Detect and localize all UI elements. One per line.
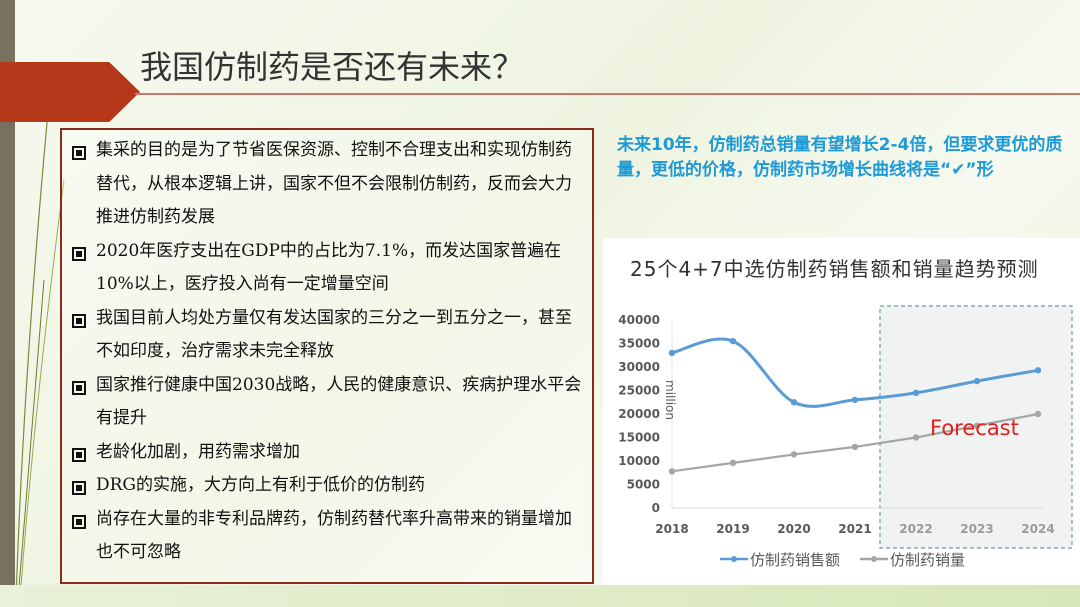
x-tick-label: 2021: [838, 522, 871, 536]
y-tick-label: 15000: [618, 431, 660, 445]
bullet-item: 集采的目的是为了节省医保资源、控制不合理支出和实现仿制药替代，从根本逻辑上讲，国…: [72, 134, 582, 235]
y-tick-label: 20000: [618, 407, 660, 421]
bullet-item: 2020年医疗支出在GDP中的占比为7.1%，而发达国家普遍在10%以上，医疗投…: [72, 235, 582, 302]
legend-marker: [871, 556, 877, 562]
forecast-note: 未来10年，仿制药总销量有望增长2-4倍，但要求更优的质量，更低的价格，仿制药市…: [617, 135, 1063, 180]
data-point: [1034, 367, 1042, 374]
bullet-list: 集采的目的是为了节省医保资源、控制不合理支出和实现仿制药替代，从根本逻辑上讲，国…: [62, 130, 592, 570]
legend-label: 仿制药销售额: [750, 551, 840, 569]
y-tick-label: 40000: [618, 313, 660, 327]
data-point: [1034, 410, 1042, 418]
y-tick-label: 5000: [627, 478, 660, 492]
slide-title: 我国仿制药是否还有未来？: [140, 48, 525, 86]
x-tick-label: 2020: [777, 522, 810, 536]
legend-label: 仿制药销量: [890, 551, 965, 569]
bullet-text: 集采的目的是为了节省医保资源、控制不合理支出和实现仿制药替代，从根本逻辑上讲，国…: [96, 140, 572, 227]
square-bullet-icon: [72, 246, 86, 261]
data-point: [668, 349, 676, 357]
bullet-text: 国家推行健康中国2030战略，人民的健康意识、疾病护理水平会有提升: [96, 374, 582, 429]
data-point: [973, 422, 981, 429]
square-bullet-icon: [72, 514, 86, 529]
square-bullet-icon: [72, 313, 86, 328]
data-point: [851, 443, 859, 451]
bullet-text: 我国目前人均处方量仅有发达国家的三分之一到五分之一，甚至不如印度，治疗需求未完全…: [96, 307, 572, 362]
title-underline: [135, 93, 1080, 95]
bullet-text: 2020年医疗支出在GDP中的占比为7.1%，而发达国家普遍在10%以上，医疗投…: [96, 240, 562, 295]
y-tick-label: 35000: [618, 337, 660, 351]
bullet-item: 我国目前人均处方量仅有发达国家的三分之一到五分之一，甚至不如印度，治疗需求未完全…: [72, 302, 582, 369]
data-point: [729, 459, 737, 467]
bullet-item: DRG的实施，大方向上有利于低价的仿制药: [72, 469, 582, 503]
data-point: [973, 377, 981, 385]
x-tick-label: 2022: [899, 522, 932, 536]
y-tick-label: 25000: [618, 384, 660, 398]
bullet-item: 国家推行健康中国2030战略，人民的健康意识、疾病护理水平会有提升: [72, 369, 582, 436]
square-bullet-icon: [72, 481, 86, 495]
bullet-text: 老龄化加剧，用药需求增加: [96, 441, 300, 462]
square-bullet-icon: [72, 380, 86, 395]
data-point: [790, 399, 798, 406]
square-bullet-icon: [72, 447, 86, 462]
x-tick-label: 2018: [655, 522, 688, 536]
y-tick-label: 0: [652, 501, 660, 515]
decorative-sidebar-bar: [0, 0, 15, 607]
y-axis-label: million: [663, 380, 677, 420]
square-bullet-icon: [72, 146, 86, 160]
grass-decoration-icon: [15, 69, 65, 601]
x-tick-label: 2019: [716, 522, 749, 536]
chart-title: 25个4+7中选仿制药销售额和销量趋势预测: [630, 257, 1039, 281]
data-point: [912, 434, 920, 441]
data-point: [790, 451, 798, 458]
bullet-text: DRG的实施，大方向上有利于低价的仿制药: [96, 475, 426, 495]
legend-marker: [731, 556, 737, 562]
data-point: [912, 389, 920, 397]
data-point: [851, 396, 859, 404]
data-point: [668, 468, 676, 475]
x-tick-label: 2024: [1021, 522, 1054, 536]
data-point: [729, 337, 737, 345]
forecast-annotation: Forecast: [930, 416, 1019, 440]
y-tick-label: 10000: [618, 454, 660, 468]
bullet-text: 尚存在大量的非专利品牌药，仿制药替代率升高带来的销量增加也不可忽略: [96, 508, 572, 563]
y-tick-label: 30000: [618, 360, 660, 374]
bullet-list-box: 集采的目的是为了节省医保资源、控制不合理支出和实现仿制药替代，从根本逻辑上讲，国…: [60, 128, 594, 584]
title-arrow-decoration: [0, 62, 140, 122]
bullet-item: 老龄化加剧，用药需求增加: [72, 436, 582, 470]
bullet-item: 尚存在大量的非专利品牌药，仿制药替代率升高带来的销量增加也不可忽略: [72, 503, 582, 570]
x-tick-label: 2023: [960, 522, 993, 536]
bottom-band: [0, 585, 1080, 607]
